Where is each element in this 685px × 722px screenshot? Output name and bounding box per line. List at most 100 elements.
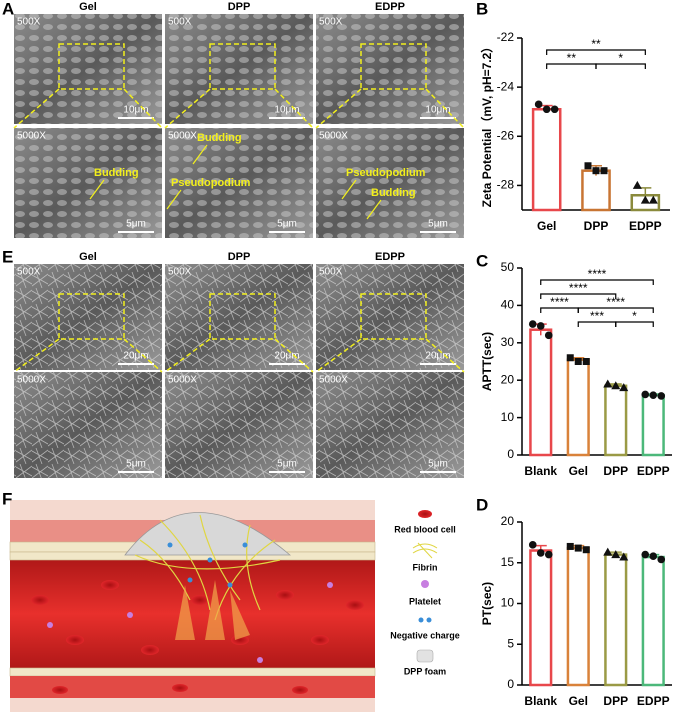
x-tick-label: DPP [603,464,628,478]
y-tick-label: 20 [501,372,515,386]
y-tick-label: 15 [501,555,515,569]
column-title: EDPP [375,1,405,13]
sem-texture [165,128,313,238]
zoom-line [315,88,362,129]
data-point [528,320,537,328]
significance-bracket [615,321,654,327]
data-point [611,550,621,559]
zoom-line [164,88,211,129]
scale-label: 5μm [277,459,297,470]
significance-label: * [632,309,637,323]
column-title: Gel [79,251,97,263]
significance-label: **** [569,281,588,295]
schematic [9,500,376,712]
legend-label: Platelet [409,596,441,606]
data-point [534,100,543,109]
zoom-box [360,293,427,340]
data-point [566,354,574,362]
y-tick-label: -24 [497,79,515,93]
zoom-line [274,338,314,373]
data-point [603,379,613,388]
significance-label: *** [590,309,604,323]
x-tick-label: Gel [569,694,588,708]
data-point [619,383,629,392]
data-point [582,546,590,554]
data-point [657,392,666,400]
data-point [542,105,551,114]
bar [641,555,665,687]
zoom-line [13,338,60,373]
data-point [641,390,650,399]
data-point [584,162,592,170]
significance-label: **** [588,267,607,281]
bar [531,108,562,212]
legend-icons [412,510,438,663]
legend-label: Negative charge [390,630,460,640]
zoom-line [164,338,211,373]
significance-bracket [595,63,646,69]
data-point [600,167,608,175]
annotation-arrow [166,189,182,210]
significance-label: **** [550,295,569,309]
magnification: 5000X [319,375,348,386]
data-point [582,358,590,365]
x-tick-label: EDPP [629,219,662,233]
sem-texture [165,372,313,478]
panel-label: D [476,495,488,514]
magnification: 5000X [17,375,46,386]
significance-label: ** [591,37,601,51]
scale-label: 5μm [277,219,297,230]
y-tick-label: 0 [507,677,514,691]
significance-bracket [540,279,654,285]
column-title: EDPP [375,251,405,263]
magnification: 5000X [168,375,197,386]
x-tick-label: DPP [584,219,609,233]
x-tick-label: EDPP [637,464,670,478]
sem-texture [316,128,464,238]
data-point [649,391,658,399]
zoom-line [425,88,465,129]
bar [581,169,611,212]
significance-label: ** [567,51,577,65]
data-point [592,167,600,175]
bar [529,549,553,687]
y-tick-label: -26 [497,128,515,142]
annotation: Budding [371,187,416,199]
data-point [528,541,537,549]
y-tick-label: -28 [497,178,515,192]
scale-label: 20μm [123,351,148,362]
annotation-arrow [89,179,105,200]
annotation-arrow [366,199,382,220]
sem-texture [316,264,464,370]
y-tick-label: 40 [501,298,515,312]
column-title: DPP [228,1,251,13]
data-point [649,552,658,561]
magnification: 5000X [319,131,348,142]
significance-label: **** [606,295,625,309]
zoom-line [425,338,465,373]
data-point [574,358,582,365]
magnification: 500X [319,267,343,278]
data-point [619,552,629,561]
scale-label: 5μm [126,219,146,230]
data-point [574,544,582,552]
bar [604,384,628,457]
magnification: 500X [168,17,192,28]
panel-label: B [476,0,488,18]
significance-label: * [618,51,623,65]
y-tick-label: 10 [501,596,515,610]
bar [566,546,590,687]
zoom-box [58,43,125,90]
zoom-box [360,43,427,90]
y-axis-label: Zeta Potential（mV, pH=7.2） [479,41,494,208]
zoom-line [123,338,163,373]
panel-label: F [2,489,12,508]
data-point [648,195,658,204]
data-point [641,550,650,559]
y-tick-label: 10 [501,410,515,424]
magnification: 500X [319,17,343,28]
bar [529,328,553,457]
legend-label: Fibrin [413,562,438,572]
scale-label: 5μm [428,219,448,230]
magnification: 500X [168,267,192,278]
